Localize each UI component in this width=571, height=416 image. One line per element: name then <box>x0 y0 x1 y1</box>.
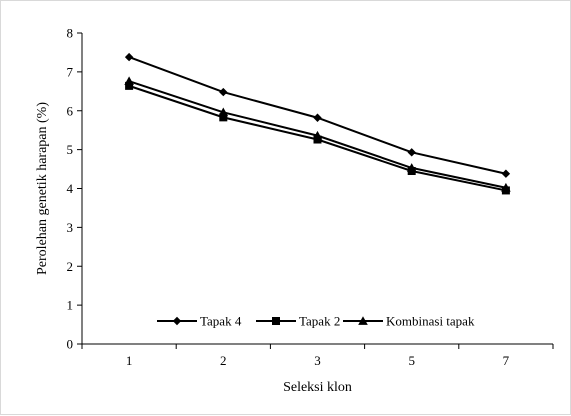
legend-label: Tapak 4 <box>200 314 242 329</box>
legend-item-tapak-4: Tapak 4 <box>157 314 242 329</box>
x-tick-label: 2 <box>220 353 227 368</box>
data-point-tapak-4 <box>124 52 134 62</box>
x-axis-title: Seleksi klon <box>283 380 352 395</box>
legend-item-kombinasi-tapak: Kombinasi tapak <box>343 314 475 329</box>
y-tick-label: 8 <box>67 26 74 41</box>
chart-axes <box>77 32 554 349</box>
data-point-kombinasi-tapak <box>501 182 511 192</box>
y-tick-label: 5 <box>67 142 74 157</box>
legend-marker-kombinasi-tapak <box>358 316 368 325</box>
x-tick-label: 5 <box>408 353 415 368</box>
x-tick-label: 7 <box>503 353 510 368</box>
x-tick-label: 1 <box>126 353 133 368</box>
data-point-tapak-2 <box>219 113 228 122</box>
series-kombinasi-tapak <box>124 76 511 192</box>
series-tapak-4 <box>124 52 511 178</box>
data-point-kombinasi-tapak <box>218 107 229 117</box>
data-point-tapak-4 <box>407 148 416 157</box>
y-tick-label: 2 <box>67 259 74 274</box>
data-point-tapak-2 <box>125 81 134 90</box>
y-tick-label: 0 <box>67 337 74 352</box>
data-point-kombinasi-tapak <box>124 76 134 86</box>
legend-marker-tapak-2 <box>272 317 280 325</box>
legend-item-tapak-2: Tapak 2 <box>256 314 340 329</box>
data-point-kombinasi-tapak <box>406 163 417 172</box>
y-axis-title: Perolehan genetik harapan (%) <box>35 102 50 275</box>
y-tick-label: 3 <box>67 220 74 235</box>
y-tick-label: 7 <box>67 64 74 79</box>
data-point-kombinasi-tapak <box>312 130 323 140</box>
chart-legend: Tapak 4 Tapak 2 Kombinasi tapak <box>157 314 475 329</box>
x-tick-label: 3 <box>314 353 321 368</box>
data-point-tapak-4 <box>501 169 511 178</box>
data-point-tapak-4 <box>219 87 228 97</box>
y-tick-label: 6 <box>67 103 74 118</box>
legend-label: Tapak 2 <box>299 314 340 329</box>
data-point-tapak-4 <box>313 113 322 122</box>
data-point-tapak-2 <box>313 135 322 144</box>
tick-labels: 0 1 2 3 4 5 6 7 8 1 2 3 5 7 <box>67 26 510 369</box>
legend-marker-tapak-4 <box>172 316 182 326</box>
series-layer <box>124 52 511 195</box>
y-tick-label: 1 <box>67 298 74 313</box>
legend-label: Kombinasi tapak <box>386 314 475 329</box>
y-tick-label: 4 <box>67 181 74 196</box>
